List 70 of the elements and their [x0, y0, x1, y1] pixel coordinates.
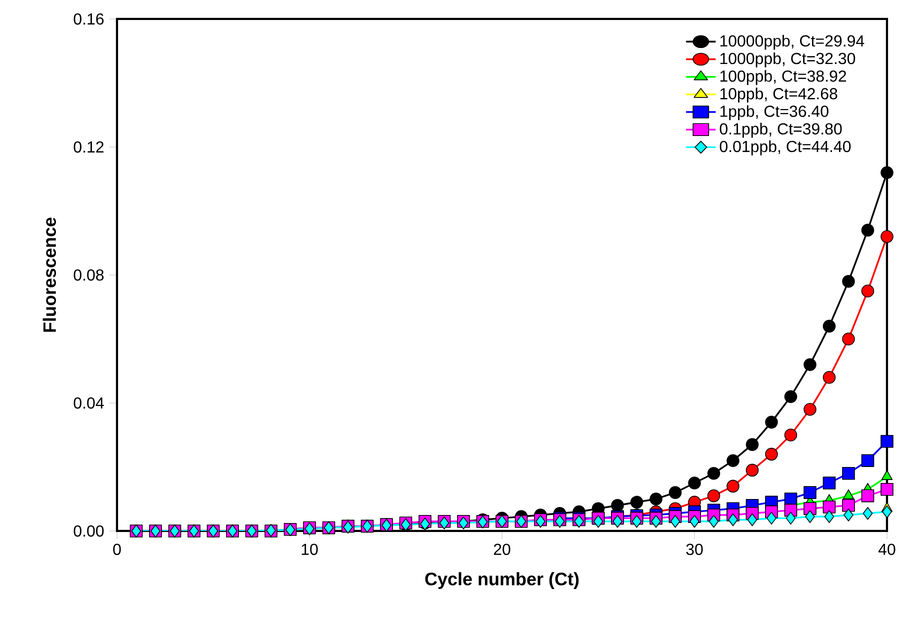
point: [784, 428, 798, 442]
x-tick-label: 30: [686, 544, 703, 556]
point: [842, 466, 855, 480]
point: [880, 166, 894, 179]
point: [822, 500, 836, 514]
point: [822, 476, 836, 490]
y-tick-label: 0.00: [74, 525, 104, 537]
point: [726, 454, 740, 467]
point: [651, 514, 661, 528]
point: [880, 482, 894, 496]
point: [842, 274, 855, 288]
point: [630, 496, 644, 509]
y-tick-label: 0.04: [74, 397, 104, 409]
point: [707, 489, 720, 502]
y-tick-label: 0.08: [74, 269, 104, 281]
point: [786, 512, 796, 525]
point: [805, 510, 815, 523]
legend-label: 10000ppb, Ct=29.94: [720, 34, 864, 50]
point: [668, 486, 682, 499]
point: [880, 434, 894, 448]
point: [726, 480, 740, 493]
legend-label: 0.1ppb, Ct=39.80: [720, 122, 842, 138]
point: [707, 466, 720, 480]
point: [804, 486, 816, 499]
point: [708, 514, 719, 528]
point: [728, 513, 738, 526]
point: [882, 505, 892, 518]
x-tick-label: 10: [302, 544, 318, 556]
point: [766, 512, 776, 525]
legend-label: 100ppb, Ct=38.92: [720, 70, 846, 85]
point: [861, 454, 874, 467]
point: [688, 476, 701, 490]
y-axis-title: Fluorescence: [42, 218, 56, 332]
point: [747, 513, 758, 526]
legend-label: 0.01ppb, Ct=44.40: [720, 140, 851, 156]
point: [880, 230, 894, 243]
point: [861, 489, 874, 502]
point: [861, 224, 874, 237]
legend-label: 10ppb, Ct=42.68: [720, 88, 838, 103]
point: [804, 402, 816, 416]
legend-label: 1ppb, Ct=36.40: [720, 105, 828, 120]
x-axis-title: Cycle number (Ct): [425, 572, 579, 589]
legend-label: 1000ppb, Ct=32.30: [720, 52, 856, 68]
point: [670, 514, 680, 528]
point: [690, 514, 700, 528]
x-tick-label: 40: [878, 544, 896, 556]
point: [842, 489, 854, 500]
point: [593, 514, 604, 528]
x-tick-label: 20: [494, 544, 510, 556]
point: [632, 514, 642, 528]
point: [824, 510, 834, 523]
point: [746, 438, 759, 451]
point: [844, 508, 854, 522]
y-tick-label: 0.16: [74, 13, 104, 25]
point: [784, 390, 798, 403]
y-tick-label: 0.12: [74, 141, 104, 153]
x-tick-label: 0: [113, 544, 121, 556]
point: [804, 358, 816, 371]
point: [612, 514, 622, 528]
point: [842, 498, 855, 512]
point: [842, 332, 855, 346]
point: [862, 506, 873, 520]
point: [765, 448, 778, 461]
point: [746, 464, 759, 477]
point: [822, 370, 836, 384]
point: [611, 498, 624, 512]
point: [861, 284, 874, 298]
point: [765, 416, 778, 429]
point: [822, 320, 836, 333]
point: [650, 492, 662, 506]
